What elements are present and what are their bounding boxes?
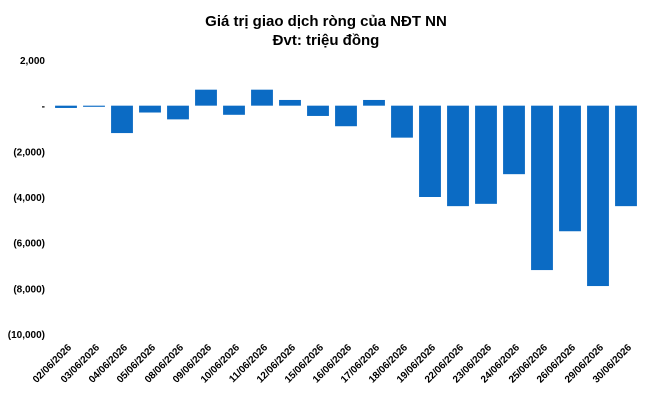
bar — [251, 89, 273, 106]
bar — [419, 105, 441, 197]
chart-subtitle: Đvt: triệu đồng — [272, 32, 380, 49]
x-axis: 02/06/202603/06/202604/06/202605/06/2026… — [31, 342, 634, 385]
bar — [167, 105, 189, 120]
bar-series — [55, 89, 637, 287]
y-tick-label: - — [42, 102, 45, 113]
y-axis: 2,000 - (2,000) (4,000) (6,000) (8,000) (10,00… — [8, 56, 46, 341]
bar — [83, 105, 105, 107]
y-tick-label: 2,000 — [20, 56, 45, 67]
bar — [55, 105, 77, 108]
bar — [559, 105, 581, 232]
bar — [391, 105, 413, 138]
bar — [279, 99, 301, 106]
bar — [307, 105, 329, 116]
bar — [335, 105, 357, 127]
bar — [195, 89, 217, 106]
bar — [111, 105, 133, 134]
bar — [475, 105, 497, 204]
bar — [615, 105, 637, 207]
chart-title: Giá trị giao dịch ròng của NĐT NN — [205, 13, 447, 30]
bar — [587, 105, 609, 287]
y-tick-label: (4,000) — [13, 193, 45, 204]
y-tick-label: (6,000) — [13, 239, 45, 250]
bar — [139, 105, 161, 113]
bar — [363, 99, 385, 106]
y-tick-label: (10,000) — [8, 330, 45, 341]
y-tick-label: (2,000) — [13, 147, 45, 158]
bar — [223, 105, 245, 115]
bar — [447, 105, 469, 207]
bar — [503, 105, 525, 175]
y-tick-label: (8,000) — [13, 284, 45, 295]
bar — [531, 105, 553, 271]
